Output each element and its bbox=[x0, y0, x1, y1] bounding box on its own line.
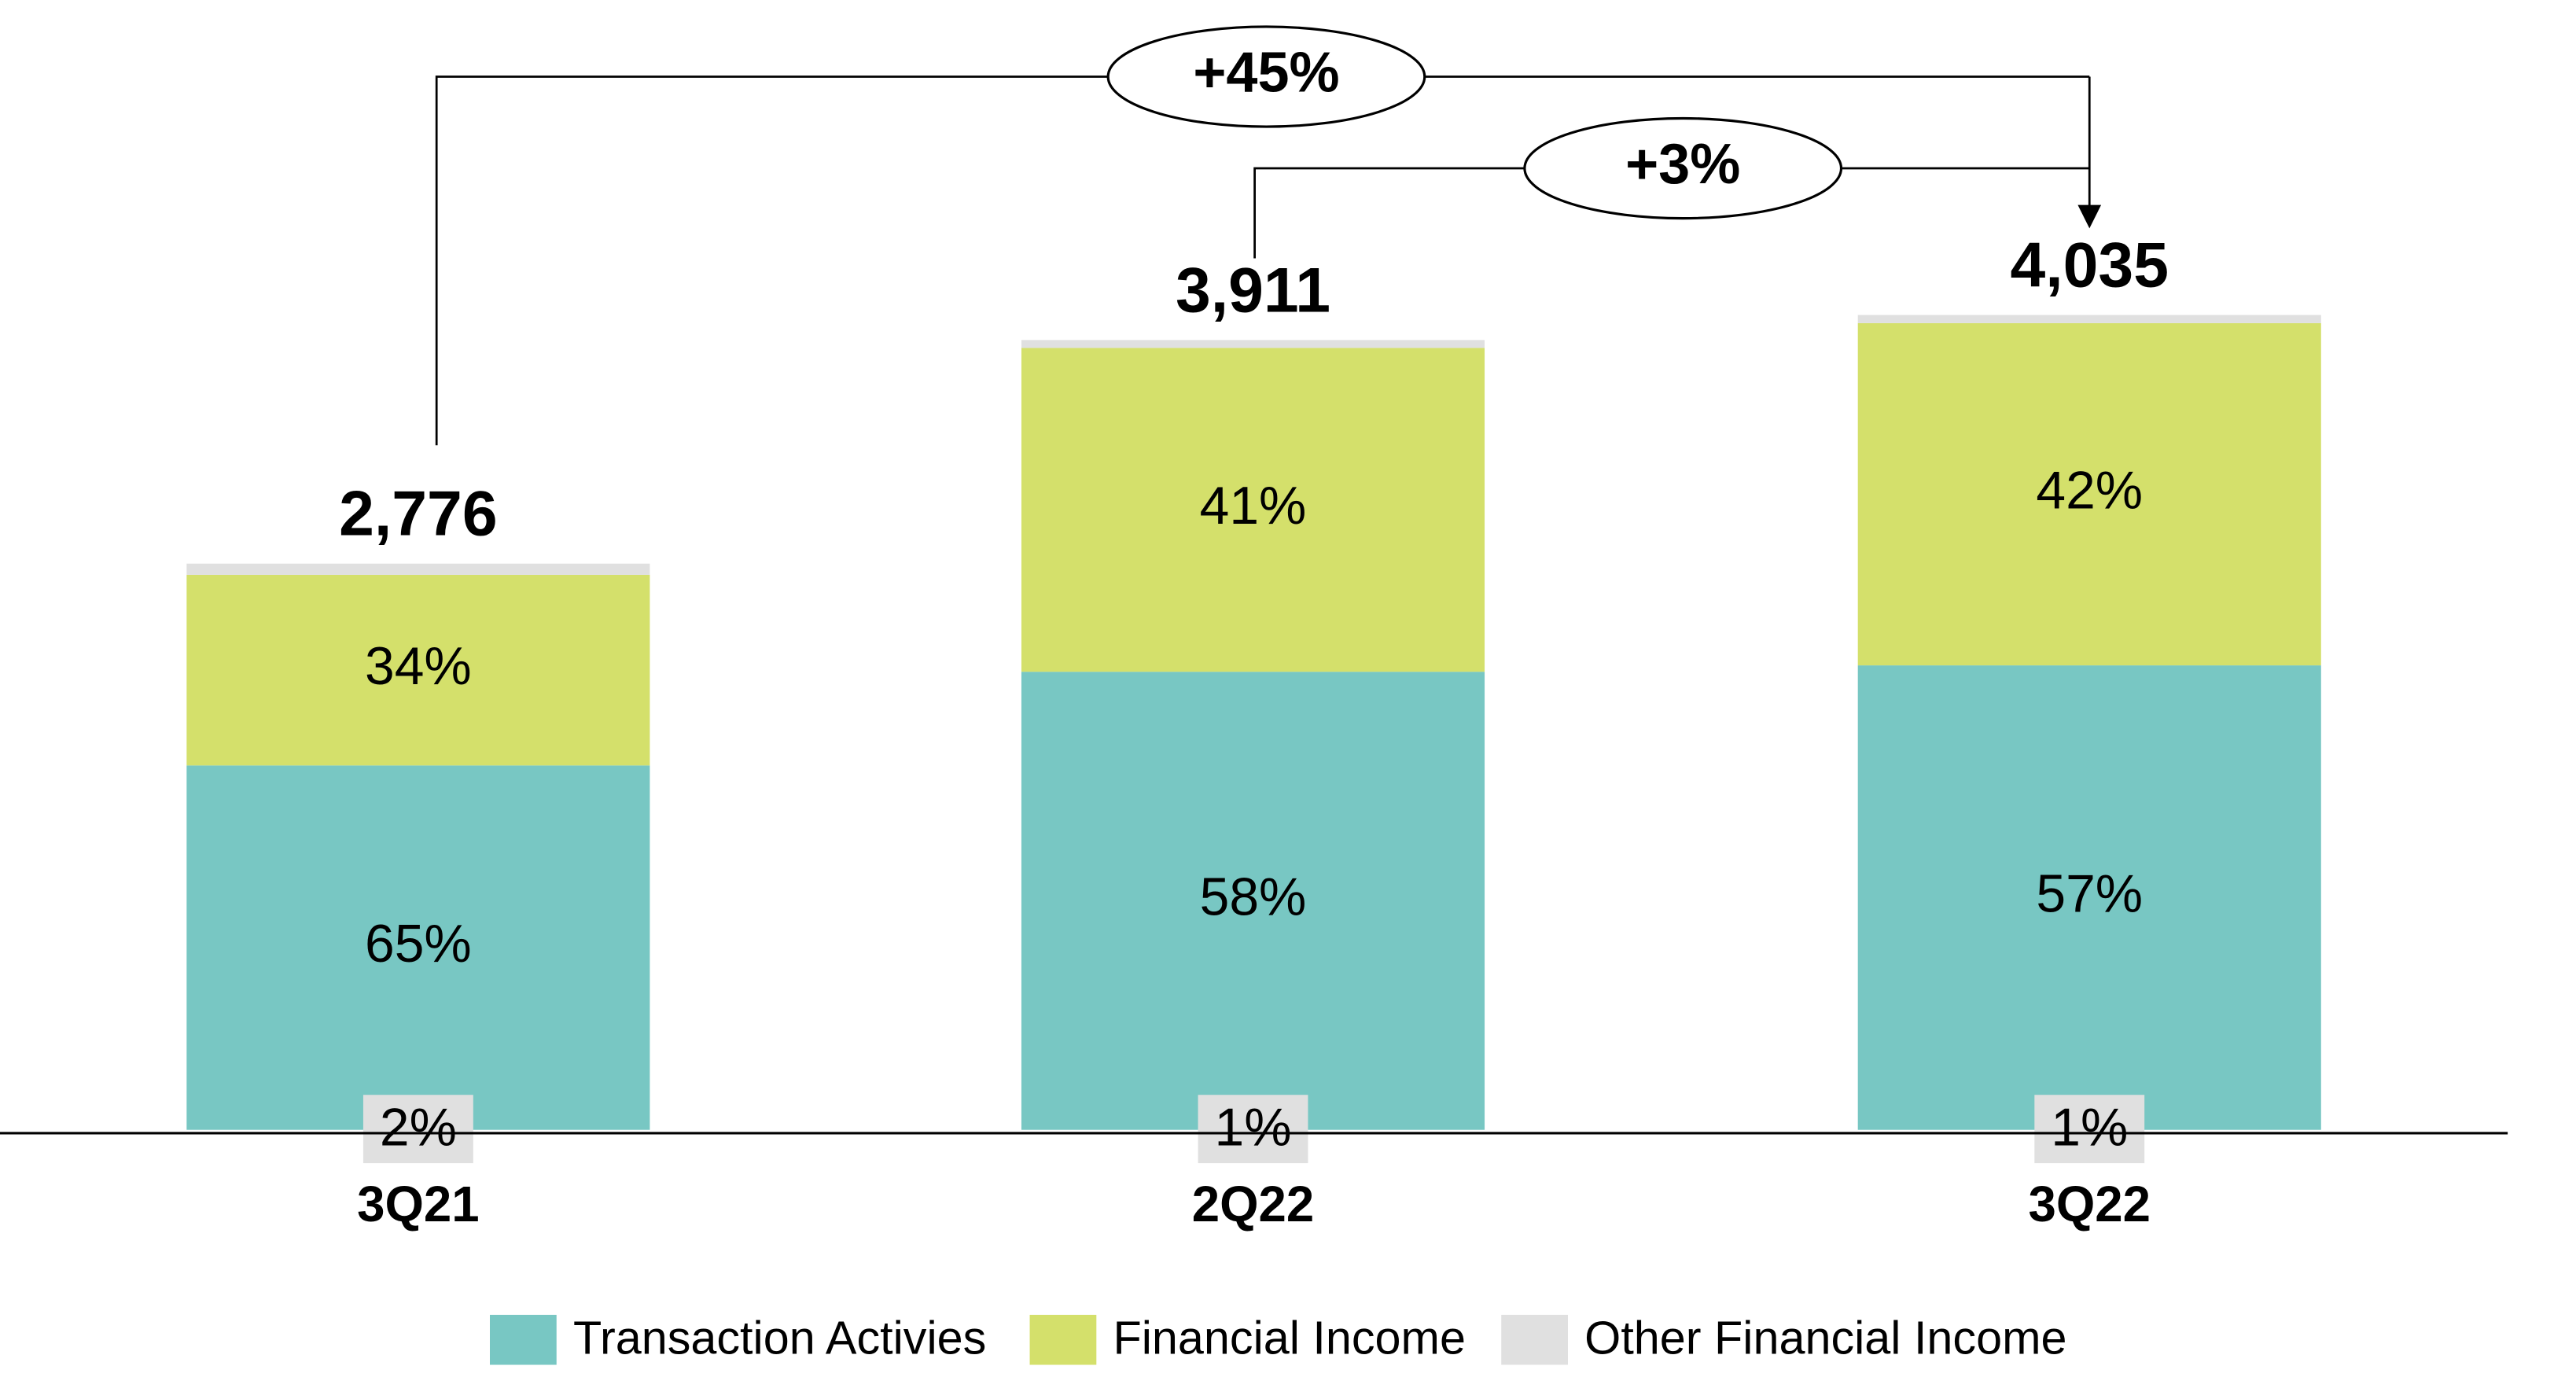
annotation: +45% bbox=[1193, 42, 1339, 105]
annotation: +3% bbox=[1625, 133, 1740, 196]
connector bbox=[435, 75, 2090, 446]
bar-segment bbox=[1021, 672, 1485, 1130]
legend-label: Transaction Activies bbox=[573, 1312, 986, 1364]
legend-swatch bbox=[1501, 1314, 1568, 1365]
legend-swatch bbox=[489, 1314, 557, 1365]
x-tick-label: 3Q21 bbox=[357, 1176, 479, 1232]
total-label: 3,911 bbox=[1176, 255, 1330, 326]
legend-swatch bbox=[1029, 1314, 1097, 1365]
arrow-head bbox=[2077, 204, 2102, 229]
data-label: 1% bbox=[1215, 1099, 1292, 1158]
bar-segment bbox=[1021, 340, 1485, 348]
annotation-bubble bbox=[1106, 25, 1426, 128]
data-label: 42% bbox=[2036, 461, 2143, 520]
bar-segment bbox=[1857, 315, 2321, 323]
annotation-bubble bbox=[1523, 116, 1843, 220]
bar-segment bbox=[186, 765, 650, 1130]
total-label: 2,776 bbox=[339, 479, 497, 550]
data-label: 41% bbox=[1200, 477, 1307, 536]
data-label: 1% bbox=[2051, 1099, 2128, 1158]
bar-segment bbox=[186, 574, 650, 766]
label-box bbox=[2034, 1095, 2145, 1164]
legend-label: Financial Income bbox=[1113, 1312, 1466, 1364]
data-label: 57% bbox=[2036, 864, 2143, 923]
x-tick-label: 3Q22 bbox=[2028, 1176, 2151, 1232]
x-tick-label: 2Q22 bbox=[1192, 1176, 1314, 1232]
data-label: 58% bbox=[1200, 867, 1307, 926]
data-label: 34% bbox=[365, 637, 472, 696]
data-label: 65% bbox=[365, 915, 472, 974]
total-label: 4,035 bbox=[2010, 230, 2169, 301]
bar-segment bbox=[186, 563, 650, 575]
data-label: 2% bbox=[380, 1099, 457, 1158]
bar-segment bbox=[1021, 348, 1485, 672]
label-box bbox=[362, 1095, 473, 1164]
bar-segment bbox=[1857, 322, 2321, 666]
bar-segment bbox=[1857, 665, 2321, 1130]
legend-label: Other Financial Income bbox=[1584, 1312, 2066, 1364]
label-box bbox=[1198, 1095, 1308, 1164]
